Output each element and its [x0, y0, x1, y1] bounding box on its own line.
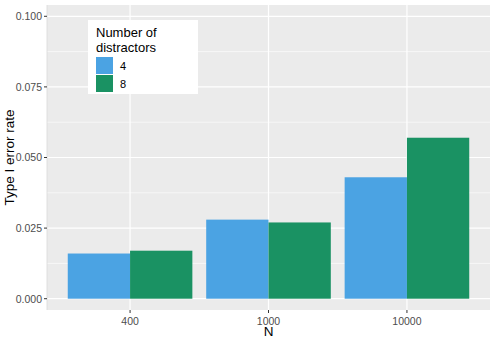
bar [206, 220, 268, 299]
x-tick-label: 10000 [392, 315, 421, 327]
x-tick [268, 310, 269, 313]
chart-svg: 0.0000.0250.0500.0750.100400100010000NTy… [0, 0, 500, 341]
bars [68, 138, 469, 299]
bar [345, 177, 407, 298]
bar [130, 251, 192, 299]
panel-background [47, 5, 490, 310]
legend-key [96, 75, 113, 92]
y-axis-title: Type I error rate [2, 109, 17, 205]
x-axis-title: N [264, 324, 274, 339]
x-tick [130, 310, 131, 313]
y-tick [44, 298, 47, 299]
legend-key [96, 57, 113, 74]
y-tick [44, 86, 47, 87]
y-tick [44, 228, 47, 229]
y-tick [44, 16, 47, 17]
chart-root: 0.0000.0250.0500.0750.100400100010000NTy… [0, 0, 500, 341]
legend-label: 8 [120, 78, 126, 90]
y-tick [44, 157, 47, 158]
legend-title-line: Number of [96, 25, 157, 40]
y-tick-label: 0.000 [16, 293, 42, 305]
legend-box [88, 20, 198, 94]
x-tick-label: 400 [121, 315, 139, 327]
y-tick-label: 0.050 [16, 151, 42, 163]
bar [269, 222, 331, 298]
legend: Number ofdistractors 4 8 [88, 20, 198, 94]
y-tick-label: 0.075 [16, 81, 42, 93]
legend-label: 4 [120, 60, 126, 72]
legend-title-line: distractors [96, 40, 156, 55]
y-tick-label: 0.100 [16, 10, 42, 22]
x-tick [406, 310, 407, 313]
bar [407, 138, 469, 299]
bar [68, 254, 130, 299]
legend-title: Number ofdistractors [96, 25, 157, 55]
y-tick-label: 0.025 [16, 222, 42, 234]
